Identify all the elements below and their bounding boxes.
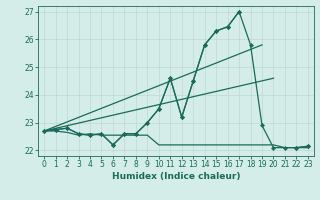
- X-axis label: Humidex (Indice chaleur): Humidex (Indice chaleur): [112, 172, 240, 181]
